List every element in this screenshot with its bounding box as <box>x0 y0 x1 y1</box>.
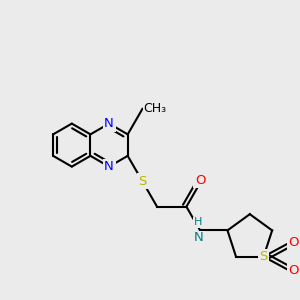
Text: N: N <box>104 117 114 130</box>
Text: O: O <box>289 236 299 250</box>
Text: S: S <box>260 250 268 263</box>
Text: S: S <box>138 175 147 188</box>
Text: N: N <box>104 160 114 173</box>
Text: CH₃: CH₃ <box>143 102 167 116</box>
Text: N: N <box>193 231 203 244</box>
Text: O: O <box>289 264 299 277</box>
Text: O: O <box>195 173 205 187</box>
Text: H: H <box>194 218 202 227</box>
